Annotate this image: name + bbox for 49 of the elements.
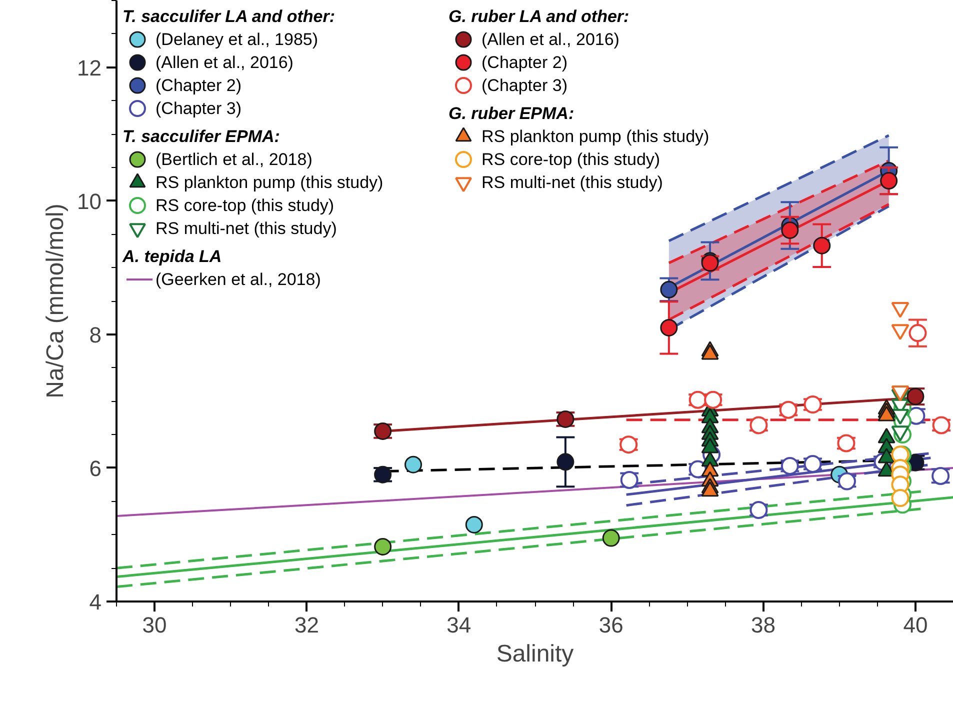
legend-label: (Chapter 2) — [482, 53, 568, 72]
y-tick-label: 10 — [77, 188, 102, 214]
x-tick-label: 34 — [446, 612, 472, 638]
legend-label: (Bertlich et al., 2018) — [156, 150, 312, 169]
legend-label: (Geerken et al., 2018) — [156, 270, 321, 289]
annotation: G. ruber EPMA: — [448, 104, 574, 123]
y-tick-label: 6 — [89, 456, 102, 481]
x-tick-label: 38 — [751, 612, 776, 638]
y-tick-label: 4 — [89, 590, 102, 614]
point — [880, 172, 898, 190]
point — [465, 516, 483, 534]
legend-label: (Allen et al., 2016) — [156, 53, 294, 72]
legend-label: (Chapter 2) — [156, 76, 242, 95]
legend-label: (Delaney et al., 1985) — [156, 30, 318, 49]
point — [804, 454, 822, 473]
point — [779, 400, 798, 419]
legend-label: RS plankton pump (this study) — [482, 127, 710, 146]
annotation: T. sacculifer EPMA: — [122, 127, 280, 146]
y-axis-title: Na/Ca (mmol/mol) — [42, 204, 70, 398]
legend-label: (Chapter 3) — [482, 76, 568, 95]
x-tick-label: 36 — [598, 612, 624, 638]
point — [404, 456, 422, 474]
legend-label: RS multi-net (this study) — [156, 219, 337, 238]
point — [556, 453, 574, 471]
point — [602, 529, 620, 547]
point — [660, 280, 678, 298]
point — [908, 324, 927, 342]
legend-label: (Chapter 3) — [156, 99, 242, 118]
point — [813, 236, 831, 254]
x-tick-label: 40 — [903, 612, 928, 638]
annotation: G. ruber LA and other: — [448, 7, 630, 26]
point — [374, 538, 392, 556]
legend-label: RS core-top (this study) — [156, 196, 334, 215]
annotation: A. tepida LA — [122, 247, 222, 266]
point — [620, 436, 638, 454]
annotation: T. sacculifer LA and other: — [122, 7, 336, 26]
point — [660, 318, 678, 336]
legend-label: RS plankton pump (this study) — [156, 173, 384, 192]
legend-label: (Allen et al., 2016) — [482, 30, 620, 49]
legend-label: RS multi-net (this study) — [482, 173, 663, 192]
x-axis-title: Salinity — [496, 640, 574, 668]
point — [780, 456, 799, 475]
point — [891, 489, 910, 507]
point — [781, 221, 799, 239]
x-tick-label: 32 — [294, 612, 319, 638]
y-tick-label: 12 — [77, 55, 102, 80]
x-tick-label: 30 — [142, 612, 167, 638]
y-tick-label: 8 — [89, 322, 102, 348]
legend-label: RS core-top (this study) — [482, 150, 660, 169]
